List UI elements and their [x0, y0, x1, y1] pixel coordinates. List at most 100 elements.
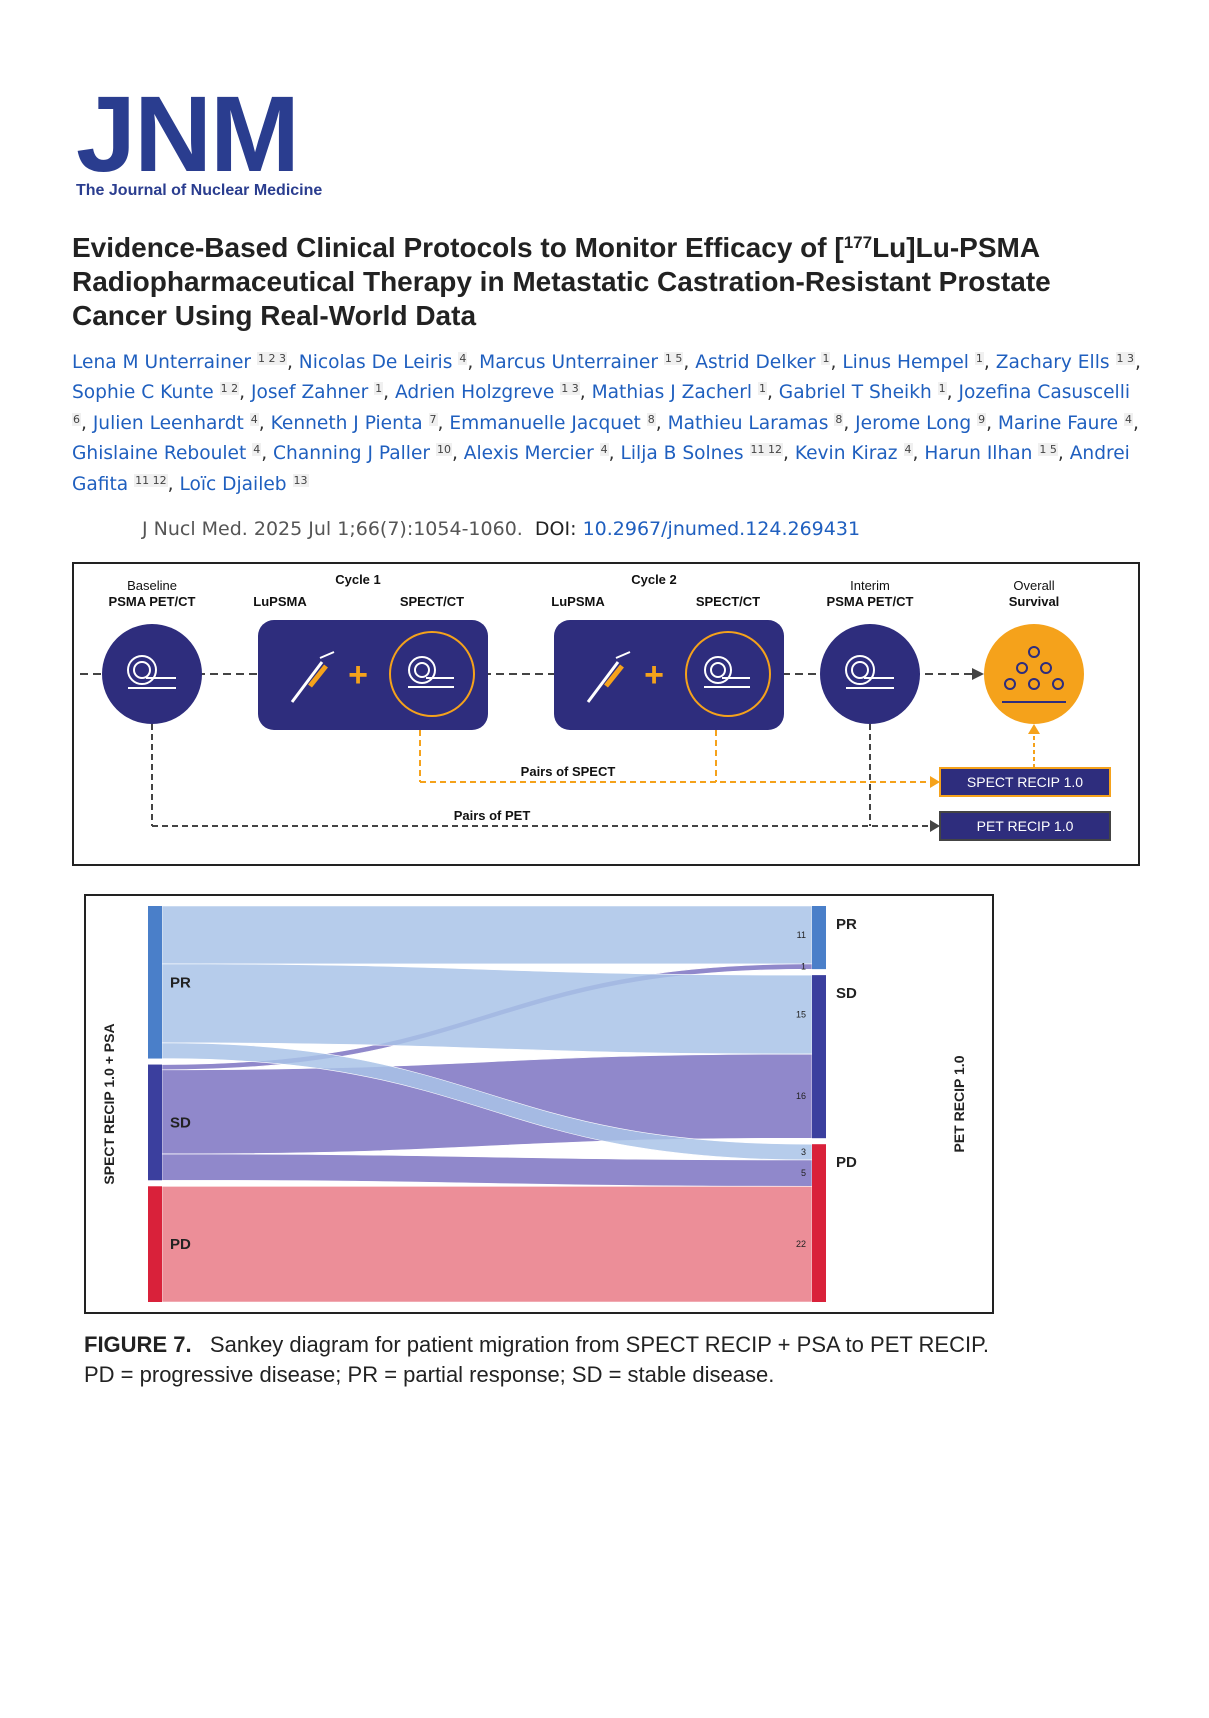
doi-label: DOI: — [534, 518, 577, 540]
author-name[interactable]: Sophie C Kunte — [72, 382, 214, 404]
author-affiliation[interactable]: 11 12 — [749, 443, 784, 457]
sankey-right-node-label: PR — [836, 916, 857, 933]
author-separator: , — [1133, 412, 1139, 434]
author-affiliation[interactable]: 8 — [646, 412, 656, 426]
author-separator: , — [383, 382, 395, 404]
author-name[interactable]: Zachary Ells — [995, 352, 1110, 373]
author-affiliation[interactable]: 9 — [977, 412, 987, 426]
author-separator: , — [467, 352, 480, 373]
author-name[interactable]: Astrid Delker — [695, 352, 816, 373]
author-affiliation[interactable]: 8 — [834, 412, 844, 426]
author-name[interactable]: Gabriel T Sheikh — [778, 382, 932, 404]
scanner-icon — [127, 655, 176, 689]
author-affiliation[interactable]: 1 — [821, 352, 831, 365]
sankey-left-node-label: PD — [170, 1236, 191, 1253]
author-name[interactable]: Mathieu Laramas — [667, 412, 829, 434]
workflow-figure: Baseline PSMA PET/CT Cycle 1 LuPSMA SPEC… — [72, 562, 1140, 866]
author-affiliation[interactable]: 4 — [903, 443, 913, 457]
author-separator: , — [683, 352, 696, 373]
author-name[interactable]: Marine Faure — [997, 412, 1119, 434]
author-separator: , — [830, 352, 843, 373]
spect-recip-label: SPECT RECIP 1.0 — [967, 774, 1083, 790]
stage-cycle1-right: SPECT/CT — [400, 594, 464, 609]
cycle1-box: + — [258, 620, 488, 730]
author-affiliation[interactable]: 7 — [428, 412, 438, 426]
author-name[interactable]: Andrei Gafita — [72, 443, 1130, 495]
author-affiliation[interactable]: 4 — [458, 352, 468, 365]
author-affiliation[interactable]: 4 — [249, 412, 259, 426]
author-affiliation[interactable]: 11 12 — [134, 473, 168, 487]
stage-interim-top: Interim — [850, 578, 890, 593]
plus-icon: + — [644, 656, 664, 694]
author-affiliation[interactable]: 4 — [252, 443, 262, 457]
author-affiliation[interactable]: 1 3 — [560, 382, 580, 396]
sankey-right-node-pr — [812, 906, 826, 970]
author-name[interactable]: Loïc Djaileb — [179, 473, 287, 495]
author-affiliation[interactable]: 1 2 3 — [256, 352, 287, 365]
doi-link[interactable]: 10.2967/jnumed.124.269431 — [582, 518, 861, 540]
author-name[interactable]: Jerome Long — [855, 412, 972, 434]
author-name[interactable]: Linus Hempel — [842, 352, 969, 373]
author-name[interactable]: Jozefina Casuscelli — [958, 382, 1131, 404]
author-separator: , — [286, 352, 299, 373]
author-name[interactable]: Lilja B Solnes — [620, 443, 744, 465]
author-separator: , — [766, 382, 779, 404]
pairs-spect-label: Pairs of SPECT — [521, 764, 616, 779]
author-affiliation[interactable]: 1 5 — [1038, 443, 1058, 457]
stage-cycle2-left: LuPSMA — [551, 594, 605, 609]
author-separator: , — [451, 443, 464, 465]
author-separator: , — [258, 412, 271, 434]
author-separator: , — [983, 352, 996, 373]
author-affiliation[interactable]: 10 — [435, 443, 452, 457]
article-title: Evidence-Based Clinical Protocols to Mon… — [72, 226, 1152, 333]
title-part-1: Evidence-Based Clinical Protocols to Mon… — [72, 232, 844, 263]
author-affiliation[interactable]: 1 3 — [1115, 352, 1135, 365]
author-affiliation[interactable]: 1 2 — [219, 382, 240, 396]
author-affiliation[interactable]: 1 — [757, 382, 767, 396]
people-group-icon — [1002, 646, 1066, 703]
pet-arrowhead — [930, 820, 940, 832]
author-name[interactable]: Nicolas De Leiris — [298, 352, 453, 373]
author-name[interactable]: Kenneth J Pienta — [270, 412, 423, 434]
survival-arrowhead — [1028, 724, 1040, 734]
stage-cycle2-right: SPECT/CT — [696, 594, 760, 609]
author-affiliation[interactable]: 1 — [937, 382, 947, 396]
journal-name: The Journal of Nuclear Medicine — [76, 182, 323, 199]
author-separator: , — [843, 412, 856, 434]
author-separator: , — [946, 382, 959, 404]
sankey-left-node-pd — [148, 1186, 162, 1302]
timeline-arrowhead — [972, 668, 984, 680]
stage-survival-bottom: Survival — [1009, 594, 1060, 609]
author-affiliation[interactable]: 6 — [72, 412, 81, 426]
author-name[interactable]: Josef Zahner — [251, 382, 369, 404]
author-affiliation[interactable]: 4 — [599, 443, 609, 457]
author-name[interactable]: Ghislaine Reboulet — [72, 443, 247, 465]
spect-circle — [685, 631, 771, 717]
author-affiliation[interactable]: 1 5 — [663, 352, 684, 365]
author-name[interactable]: Lena M Unterrainer — [72, 352, 252, 373]
author-name[interactable]: Emmanuelle Jacquet — [449, 412, 641, 434]
plus-icon: + — [348, 656, 368, 694]
pet-recip-box — [939, 811, 1111, 841]
author-name[interactable]: Channing J Paller — [273, 443, 431, 465]
author-name[interactable]: Julien Leenhardt — [92, 412, 244, 434]
author-name[interactable]: Mathias J Zacherl — [591, 382, 753, 404]
pet-recip-label: PET RECIP 1.0 — [977, 818, 1074, 834]
sankey-flow-pr-to-pr — [161, 905, 813, 965]
spect-arrowhead — [930, 776, 940, 788]
spect-recip-box — [939, 767, 1111, 797]
syringe-icon — [586, 651, 631, 703]
stage-survival-top: Overall — [1013, 578, 1054, 593]
author-affiliation[interactable]: 1 — [374, 382, 384, 396]
author-affiliation[interactable]: 13 — [292, 473, 309, 487]
author-name[interactable]: Kevin Kiraz — [794, 443, 898, 465]
author-name[interactable]: Alexis Mercier — [463, 443, 594, 465]
sankey-flow-value-label: 11 — [797, 930, 806, 940]
author-affiliation[interactable]: 4 — [1124, 412, 1134, 426]
stage-cycle1-top: Cycle 1 — [335, 572, 381, 587]
author-name[interactable]: Marcus Unterrainer — [479, 352, 658, 373]
author-name[interactable]: Harun Ilhan — [924, 443, 1033, 465]
author-name[interactable]: Adrien Holzgreve — [394, 382, 555, 404]
author-affiliation[interactable]: 1 — [974, 352, 984, 365]
